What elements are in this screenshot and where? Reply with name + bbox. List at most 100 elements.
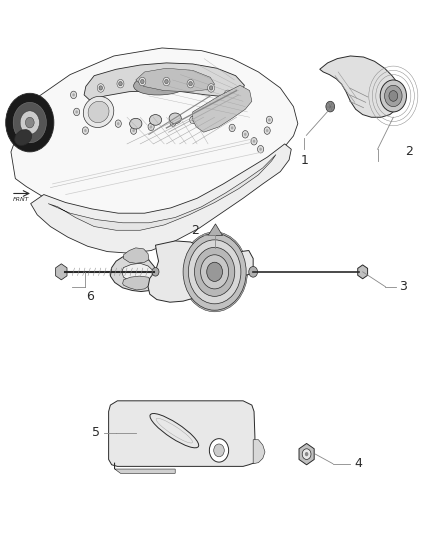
Circle shape bbox=[266, 129, 268, 132]
Circle shape bbox=[199, 253, 230, 290]
Circle shape bbox=[182, 232, 247, 312]
Circle shape bbox=[187, 79, 194, 88]
Circle shape bbox=[188, 240, 241, 304]
Circle shape bbox=[229, 124, 235, 132]
Circle shape bbox=[75, 110, 78, 114]
Text: 4: 4 bbox=[354, 457, 362, 470]
Ellipse shape bbox=[134, 74, 191, 95]
Polygon shape bbox=[320, 56, 402, 117]
Circle shape bbox=[302, 449, 311, 459]
Text: 2: 2 bbox=[406, 146, 413, 158]
Polygon shape bbox=[115, 463, 175, 473]
Circle shape bbox=[20, 111, 39, 134]
Circle shape bbox=[326, 101, 335, 112]
Polygon shape bbox=[136, 68, 215, 92]
Circle shape bbox=[117, 79, 124, 88]
Polygon shape bbox=[208, 224, 223, 236]
Polygon shape bbox=[110, 255, 170, 292]
Polygon shape bbox=[31, 144, 291, 253]
Circle shape bbox=[194, 246, 236, 297]
Circle shape bbox=[99, 86, 102, 90]
Text: 5: 5 bbox=[92, 426, 100, 439]
Ellipse shape bbox=[130, 118, 142, 129]
Circle shape bbox=[141, 79, 144, 84]
Ellipse shape bbox=[169, 113, 181, 124]
Text: 1: 1 bbox=[300, 154, 308, 166]
Circle shape bbox=[209, 86, 213, 90]
Polygon shape bbox=[148, 241, 253, 302]
Circle shape bbox=[13, 102, 46, 143]
Circle shape bbox=[187, 239, 242, 305]
Circle shape bbox=[82, 127, 88, 134]
Circle shape bbox=[189, 82, 192, 86]
Circle shape bbox=[259, 148, 262, 151]
Circle shape bbox=[139, 77, 146, 86]
Polygon shape bbox=[48, 155, 276, 230]
Circle shape bbox=[226, 92, 230, 96]
Text: 6: 6 bbox=[86, 290, 94, 303]
Circle shape bbox=[165, 79, 168, 84]
Polygon shape bbox=[11, 48, 298, 236]
Polygon shape bbox=[123, 276, 151, 290]
Circle shape bbox=[253, 140, 255, 143]
Circle shape bbox=[244, 133, 247, 136]
Circle shape bbox=[207, 262, 223, 281]
Circle shape bbox=[251, 138, 257, 145]
Polygon shape bbox=[299, 443, 314, 465]
Polygon shape bbox=[358, 265, 367, 279]
Circle shape bbox=[148, 123, 154, 131]
Circle shape bbox=[209, 439, 229, 462]
Polygon shape bbox=[253, 440, 265, 464]
Ellipse shape bbox=[88, 101, 109, 123]
Polygon shape bbox=[193, 85, 252, 132]
Circle shape bbox=[172, 121, 174, 124]
Circle shape bbox=[152, 268, 159, 276]
Circle shape bbox=[213, 121, 216, 124]
Circle shape bbox=[264, 127, 270, 134]
Circle shape bbox=[25, 117, 34, 128]
Circle shape bbox=[84, 129, 87, 132]
Circle shape bbox=[385, 85, 402, 107]
Circle shape bbox=[214, 444, 224, 457]
Circle shape bbox=[117, 122, 120, 125]
Circle shape bbox=[224, 90, 231, 99]
Circle shape bbox=[191, 118, 194, 122]
Circle shape bbox=[150, 125, 152, 128]
Circle shape bbox=[380, 80, 406, 112]
Circle shape bbox=[258, 146, 264, 153]
Polygon shape bbox=[124, 248, 149, 263]
Text: 3: 3 bbox=[399, 280, 407, 293]
Circle shape bbox=[131, 127, 137, 134]
Ellipse shape bbox=[149, 115, 162, 125]
Circle shape bbox=[170, 119, 176, 126]
Circle shape bbox=[119, 82, 122, 86]
Circle shape bbox=[205, 260, 224, 284]
Circle shape bbox=[183, 233, 246, 310]
Circle shape bbox=[389, 91, 398, 101]
Circle shape bbox=[115, 120, 121, 127]
Circle shape bbox=[163, 77, 170, 86]
Circle shape bbox=[72, 93, 75, 96]
Ellipse shape bbox=[15, 130, 32, 146]
Circle shape bbox=[190, 116, 196, 124]
Circle shape bbox=[242, 131, 248, 138]
Polygon shape bbox=[56, 264, 67, 280]
Circle shape bbox=[208, 84, 215, 92]
Circle shape bbox=[71, 91, 77, 99]
Circle shape bbox=[212, 119, 218, 126]
Circle shape bbox=[305, 452, 308, 456]
Circle shape bbox=[6, 93, 54, 152]
Polygon shape bbox=[84, 63, 244, 100]
Text: 2: 2 bbox=[191, 224, 199, 237]
Polygon shape bbox=[122, 263, 153, 282]
Circle shape bbox=[266, 116, 272, 124]
Ellipse shape bbox=[83, 96, 114, 127]
Circle shape bbox=[201, 255, 229, 289]
Circle shape bbox=[74, 108, 80, 116]
Circle shape bbox=[249, 266, 258, 277]
Circle shape bbox=[231, 126, 233, 130]
Circle shape bbox=[194, 247, 235, 296]
Text: FRNT: FRNT bbox=[13, 197, 30, 203]
Circle shape bbox=[268, 118, 271, 122]
Polygon shape bbox=[109, 401, 258, 466]
